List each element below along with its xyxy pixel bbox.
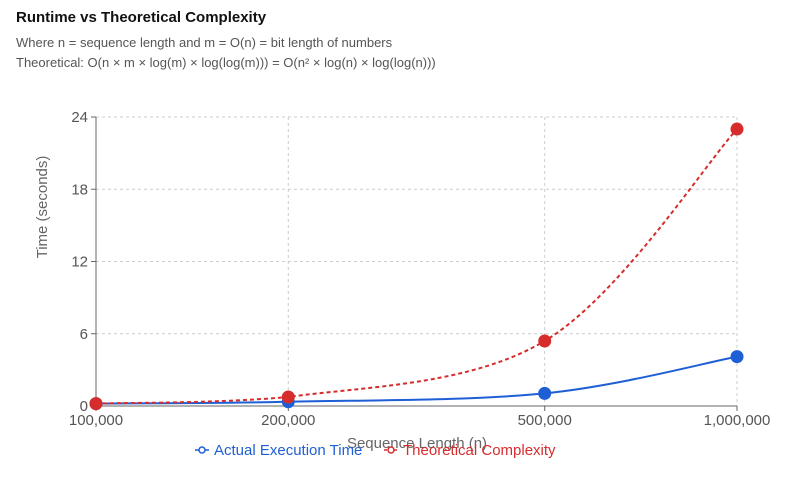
series-layer — [89, 122, 744, 411]
data-point-theoretical — [281, 390, 295, 404]
legend-item-actual[interactable]: Actual Execution Time — [195, 442, 362, 459]
data-point-theoretical — [89, 397, 103, 411]
legend-label-theoretical: Theoretical Complexity — [403, 442, 556, 459]
legend: Actual Execution Time Theoretical Comple… — [195, 442, 556, 459]
chart-subtitle-definition: Where n = sequence length and m = O(n) =… — [16, 35, 393, 50]
y-tick-label: 24 — [71, 109, 88, 126]
legend-item-theoretical[interactable]: Theoretical Complexity — [384, 442, 556, 459]
series-line-actual — [95, 355, 738, 405]
data-point-actual — [538, 386, 552, 400]
x-tick-label: 100,000 — [69, 412, 123, 429]
x-axis-ticks: 100,000 200,000 500,000 1,000,000 — [69, 406, 770, 429]
y-axis-ticks: 0 6 12 18 24 — [71, 109, 96, 415]
y-tick-label: 6 — [80, 326, 88, 343]
data-point-theoretical — [730, 122, 744, 136]
series-line-theoretical — [95, 128, 738, 405]
y-axis-label: Time (seconds) — [34, 156, 51, 259]
chart-subtitle-complexity: Theoretical: O(n × m × log(m) × log(log(… — [16, 55, 436, 70]
data-point-theoretical — [538, 334, 552, 348]
grid-lines — [95, 116, 738, 406]
x-tick-label: 1,000,000 — [704, 412, 771, 429]
legend-label-actual: Actual Execution Time — [214, 442, 362, 459]
x-axis-label: Sequence Length (n) — [347, 435, 487, 452]
y-tick-label: 0 — [80, 398, 88, 415]
y-tick-label: 12 — [71, 254, 88, 271]
chart-title: Runtime vs Theoretical Complexity — [16, 9, 267, 26]
x-tick-label: 200,000 — [261, 412, 315, 429]
y-tick-label: 18 — [71, 181, 88, 198]
data-point-actual — [730, 350, 744, 364]
x-tick-label: 500,000 — [518, 412, 572, 429]
